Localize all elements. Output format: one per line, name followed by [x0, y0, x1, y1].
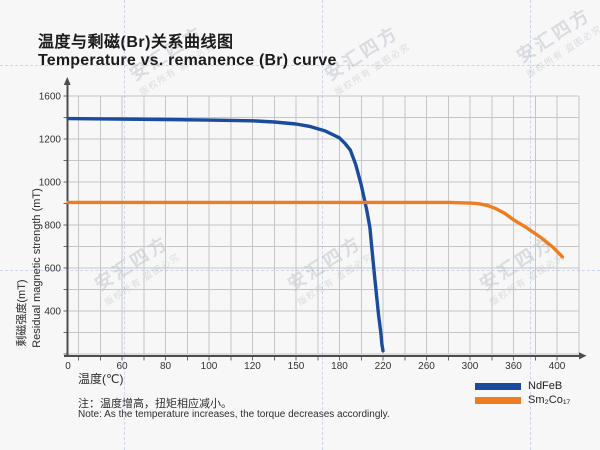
- sm2co17-curve: [66, 200, 565, 259]
- note-zh: 注：温度增高，扭矩相应减小。: [78, 398, 232, 410]
- legend-item-ndfeb: NdFeB: [475, 381, 570, 392]
- sm2co17-color-swatch: [475, 397, 521, 404]
- legend-item-sm2co17: Sm₂Co₁₇: [475, 395, 570, 406]
- sm2co17-label: Sm₂Co₁₇: [528, 394, 571, 406]
- x-tick-label: 100: [201, 361, 218, 372]
- ndfeb-curve: [66, 116, 385, 353]
- x-tick-label: 80: [160, 361, 172, 372]
- legend: NdFeB Sm₂Co₁₇: [475, 381, 570, 409]
- x-tick-label: 360: [505, 361, 522, 372]
- x-tick-label: 400: [549, 361, 566, 372]
- ndfeb-label: NdFeB: [528, 380, 563, 392]
- grid: [68, 95, 580, 355]
- x-tick-label: 0: [65, 361, 71, 372]
- y-axis-arrow: [63, 77, 71, 85]
- x-tick-label: 120: [244, 361, 261, 372]
- y-tick-label: 1600: [39, 92, 62, 103]
- tick-marks: [63, 95, 558, 361]
- y-tick-label: 800: [44, 221, 61, 232]
- y-tick-labels: 1600 1200 1000 800 600 400: [39, 92, 62, 318]
- x-tick-label: 300: [462, 361, 479, 372]
- page-title-zh: 温度与剩磁(Br)关系曲线图: [38, 34, 234, 51]
- y-tick-label: 1200: [39, 135, 62, 146]
- x-axis-title: 温度(℃): [78, 372, 124, 386]
- x-tick-labels: 0 60 80 100 120 150 180 220 260 300 360 400: [65, 361, 566, 372]
- ndfeb-color-swatch: [475, 383, 521, 390]
- x-tick-label: 180: [331, 361, 348, 372]
- x-tick-label: 220: [375, 361, 392, 372]
- y-axis-title-zh: 剩磁强度(mT): [16, 279, 28, 347]
- axes: [64, 82, 580, 357]
- page-title-en: Temperature vs. remanence (Br) curve: [38, 52, 337, 69]
- y-tick-label: 1000: [39, 178, 62, 189]
- y-axis-title-en: Residual magnetic strength (mT): [31, 188, 43, 348]
- y-tick-label: 400: [44, 307, 61, 318]
- x-tick-label: 150: [288, 361, 305, 372]
- x-axis-arrow: [579, 352, 587, 360]
- note-en: Note: As the temperature increases, the …: [78, 409, 390, 420]
- y-tick-label: 600: [44, 264, 61, 275]
- x-tick-label: 260: [418, 361, 435, 372]
- x-tick-label: 60: [116, 361, 128, 372]
